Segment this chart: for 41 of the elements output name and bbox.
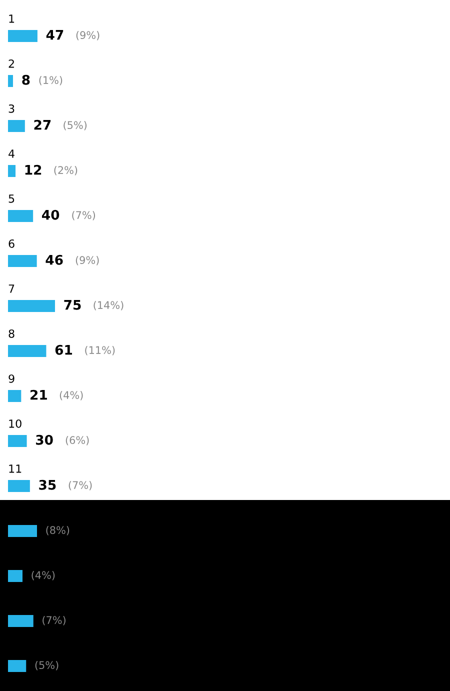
data-label: 75 (14%) <box>64 300 124 310</box>
bar <box>8 435 27 447</box>
y-tick-label: 8 <box>8 329 14 338</box>
data-label: 27 (5%) <box>34 120 87 130</box>
data-label: 30 (6%) <box>36 434 89 446</box>
y-tick-label: 7 <box>8 284 14 293</box>
bar <box>8 30 38 42</box>
y-tick-label: 1 <box>9 14 14 23</box>
data-label: (4%) <box>32 570 55 580</box>
y-tick-label: 2 <box>8 59 14 68</box>
data-label: 21 (4%) <box>30 390 83 400</box>
bar <box>8 345 46 357</box>
bar <box>8 570 22 582</box>
data-label: 46 (9%) <box>46 254 99 266</box>
bar <box>8 660 26 672</box>
bar <box>8 210 34 222</box>
y-tick-label: 11 <box>9 464 22 473</box>
bar <box>8 120 25 132</box>
data-label: (8%) <box>46 526 70 536</box>
data-label: 12 (2%) <box>25 164 78 176</box>
data-label: 40 (7%) <box>42 210 96 220</box>
bar <box>8 255 37 267</box>
bar <box>8 390 22 402</box>
bar <box>8 480 30 492</box>
y-tick-label: 4 <box>8 150 14 158</box>
y-tick-label: 5 <box>8 194 14 203</box>
y-tick-label: 9 <box>8 374 14 383</box>
y-tick-label: 6 <box>8 239 14 248</box>
bar <box>8 300 55 312</box>
data-label: 61 (11%) <box>55 344 115 356</box>
data-label: (5%) <box>35 660 58 670</box>
y-tick-label: 10 <box>9 419 22 428</box>
bar <box>8 75 14 87</box>
data-label: 47 (9%) <box>46 30 100 40</box>
bar <box>8 615 34 627</box>
data-label: 35 (7%) <box>39 480 92 490</box>
bar <box>8 165 16 177</box>
y-tick-label: 3 <box>8 104 14 113</box>
data-label: (7%) <box>42 616 66 626</box>
data-label: 8 (1%) <box>22 74 62 86</box>
bar <box>8 525 37 537</box>
